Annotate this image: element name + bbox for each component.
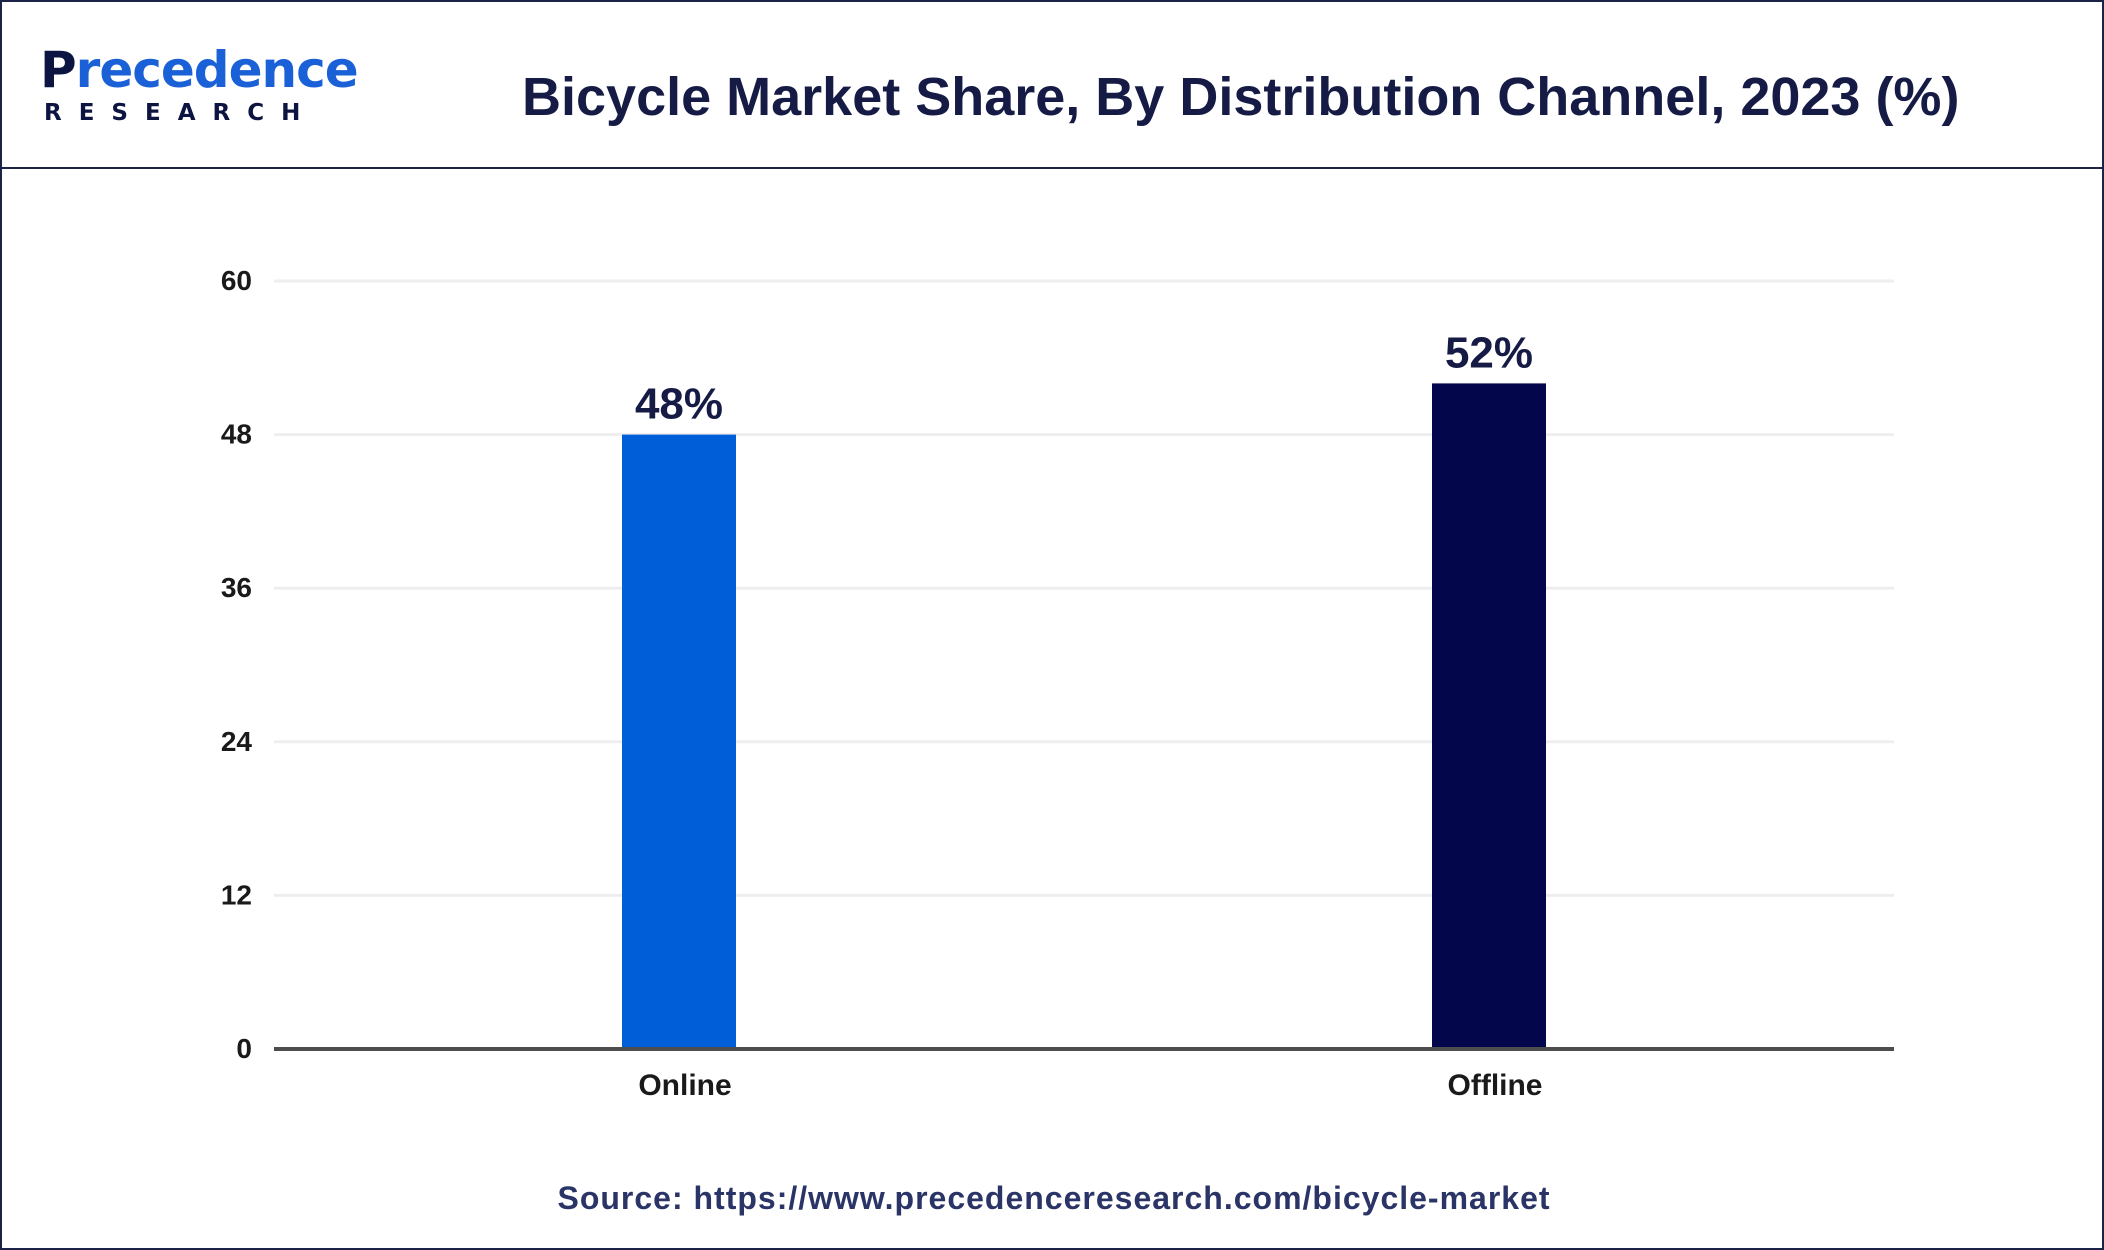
y-tick-label: 48: [221, 419, 252, 450]
brand-logo: Precedence RESEARCH: [40, 42, 359, 132]
x-axis-labels: Online Offline: [638, 1069, 1542, 1102]
source-note: Source: https://www.precedenceresearch.c…: [557, 1180, 1551, 1216]
gridlines: [274, 279, 1894, 897]
y-tick-label: 24: [221, 726, 253, 757]
y-tick-label: 60: [221, 265, 252, 296]
chart-title: Bicycle Market Share, By Distribution Ch…: [522, 67, 1960, 127]
data-label: 48%: [635, 380, 723, 429]
y-axis-ticks: 0 12 24 36 48 60: [221, 265, 253, 1064]
data-labels: 48% 52%: [635, 328, 1533, 428]
bar-offline: [1432, 383, 1546, 1049]
y-tick-label: 36: [221, 572, 252, 603]
bar-online: [622, 434, 736, 1050]
y-tick-label: 12: [221, 879, 252, 910]
data-label: 52%: [1445, 328, 1533, 377]
header: Precedence RESEARCH Bicycle Market Share…: [2, 2, 2102, 169]
logo-subtitle: RESEARCH: [44, 100, 318, 126]
logo-initial: P: [40, 41, 77, 99]
x-tick-label: Online: [638, 1069, 731, 1102]
logo-rest: recedence: [75, 41, 359, 99]
logo-wordmark: Precedence: [40, 41, 359, 99]
x-tick-label: Offline: [1448, 1069, 1543, 1102]
y-tick-label: 0: [236, 1033, 252, 1064]
bars: [622, 383, 1546, 1050]
